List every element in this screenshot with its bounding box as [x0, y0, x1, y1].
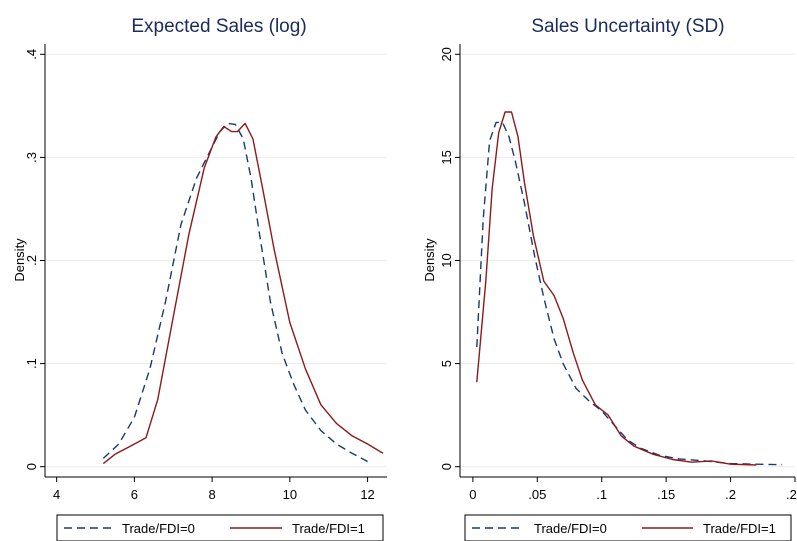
y-tick-label: 20 — [439, 47, 454, 61]
y-axis-label: Density — [422, 238, 437, 282]
y-tick-label: 5 — [439, 360, 454, 367]
chart-title: Expected Sales (log) — [131, 16, 306, 37]
legend-label-series-1: Trade/FDI=0 — [122, 521, 195, 536]
panel-expected-sales: Expected Sales (log) Density 0 .1 .2 .3 .4 4 6… — [12, 16, 387, 541]
y-tick-label: .1 — [24, 358, 39, 369]
y-tick-label: 0 — [439, 463, 454, 470]
panel-sales-uncertainty: Sales Uncertainty (SD) Density 051015200… — [422, 16, 797, 541]
x-tick-label: 0 — [469, 487, 476, 502]
x-tick-label: .15 — [657, 487, 675, 502]
legend-label-series-2: Trade/FDI=1 — [703, 521, 776, 536]
x-tick-label: 6 — [131, 487, 138, 502]
y-axis-label: Density — [12, 238, 27, 282]
legend: Trade/FDI=0 Trade/FDI=1 — [464, 514, 792, 541]
x-tick-label: .2 — [725, 487, 736, 502]
series-line-1 — [476, 121, 783, 466]
y-tick-label: .3 — [24, 152, 39, 163]
legend: Trade/FDI=0 Trade/FDI=1 — [56, 514, 384, 541]
x-tick-label: .25 — [786, 487, 797, 502]
y-tick-label: 10 — [439, 253, 454, 267]
series-line-1 — [102, 122, 368, 463]
y-tick-label: 15 — [439, 150, 454, 164]
legend-box — [464, 514, 792, 541]
x-tick-label: .05 — [528, 487, 546, 502]
legend-label-series-2: Trade/FDI=1 — [292, 521, 365, 536]
chart-title: Sales Uncertainty (SD) — [531, 16, 724, 37]
x-tick-label: 8 — [208, 487, 215, 502]
series-line-2 — [102, 122, 384, 465]
y-tick-label: 0 — [24, 463, 39, 470]
y-tick-label: .4 — [24, 49, 39, 60]
y-tick-label: .2 — [24, 255, 39, 266]
x-tick-label: 12 — [360, 487, 374, 502]
x-tick-label: 4 — [53, 487, 60, 502]
x-tick-label: .1 — [596, 487, 607, 502]
plot-area: 0 .1 .2 .3 .4 4 6 8 10 12 — [24, 44, 387, 502]
legend-box — [56, 514, 384, 541]
legend-label-series-1: Trade/FDI=0 — [534, 521, 607, 536]
x-tick-label: 10 — [283, 487, 297, 502]
plot-area: 0 5 10 15 20 0 .05 .1 .15 .2 .25 — [439, 44, 797, 502]
series-line-2 — [476, 111, 757, 466]
